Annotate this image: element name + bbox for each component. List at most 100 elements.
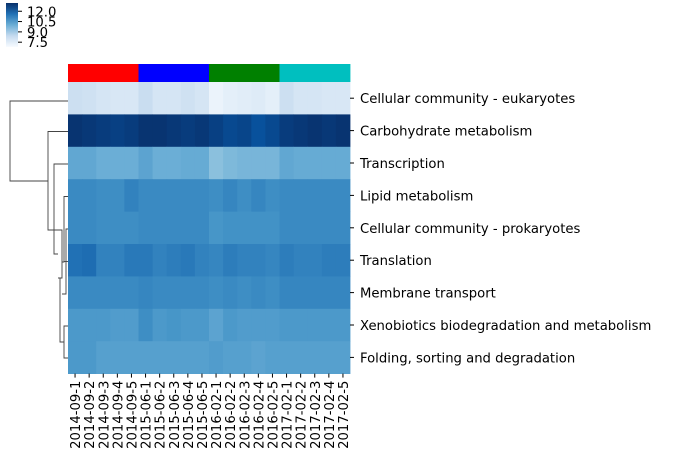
heatmap-cell bbox=[110, 341, 125, 374]
row-label: Cellular community - prokaryotes bbox=[360, 222, 581, 237]
column-group-segment bbox=[279, 64, 351, 82]
heatmap-cell bbox=[321, 211, 337, 245]
heatmap-cell bbox=[96, 341, 111, 374]
column-label: 2014-09-1 bbox=[69, 381, 84, 449]
column-label: 2015-06-4 bbox=[182, 381, 197, 449]
column-label: 2016-02-3 bbox=[238, 381, 253, 449]
row-label: Translation bbox=[359, 254, 432, 269]
heatmap-cell bbox=[321, 341, 337, 374]
heatmap-cell bbox=[180, 276, 196, 310]
heatmap-cell bbox=[335, 179, 351, 212]
heatmap-cell bbox=[152, 82, 168, 115]
heatmap-cell bbox=[223, 82, 238, 115]
heatmap-cell bbox=[209, 179, 224, 212]
heatmap-cell bbox=[279, 341, 294, 374]
column-label: 2016-02-5 bbox=[266, 381, 281, 449]
heatmap-cell bbox=[152, 308, 168, 342]
heatmap-cell bbox=[223, 244, 238, 277]
column-label: 2014-09-2 bbox=[83, 381, 98, 449]
heatmap-cell bbox=[307, 211, 323, 245]
heatmap-cell bbox=[265, 179, 280, 212]
heatmap-cell bbox=[265, 276, 280, 310]
heatmap-cell bbox=[110, 179, 125, 212]
heatmap-cell bbox=[237, 179, 252, 212]
heatmap-cell bbox=[96, 114, 111, 148]
heatmap-cell bbox=[194, 308, 210, 342]
heatmap-cell bbox=[237, 341, 252, 374]
row-label: Membrane transport bbox=[360, 287, 496, 302]
heatmap-cell bbox=[152, 211, 168, 245]
heatmap-cell bbox=[82, 276, 97, 310]
column-label: 2016-02-2 bbox=[224, 381, 239, 449]
column-group-bar bbox=[68, 64, 351, 82]
heatmap-cell bbox=[223, 211, 238, 245]
column-label: 2017-02-1 bbox=[281, 381, 296, 449]
heatmap-cell bbox=[251, 179, 266, 212]
row-label: Transcription bbox=[359, 157, 445, 172]
heatmap-cell bbox=[307, 179, 323, 212]
heatmap-cell bbox=[279, 146, 294, 180]
heatmap-cell bbox=[180, 146, 196, 180]
column-label: 2014-09-3 bbox=[97, 381, 112, 449]
heatmap-cell bbox=[251, 114, 266, 148]
heatmap-cell bbox=[180, 211, 196, 245]
heatmap-cell bbox=[237, 308, 252, 342]
heatmap-cell bbox=[82, 146, 97, 180]
heatmap-cell bbox=[124, 146, 139, 180]
heatmap-cell bbox=[110, 114, 125, 148]
heatmap-cell bbox=[335, 276, 351, 310]
heatmap-cell bbox=[82, 179, 97, 212]
heatmap-cell bbox=[321, 114, 337, 148]
column-label: 2016-02-1 bbox=[210, 381, 225, 449]
heatmap-cell bbox=[237, 82, 252, 115]
heatmap-cell bbox=[335, 308, 351, 342]
heatmap-cell bbox=[180, 341, 196, 374]
heatmap-cell bbox=[110, 82, 125, 115]
heatmap-cell bbox=[68, 82, 83, 115]
heatmap-cell bbox=[124, 308, 139, 342]
heatmap-cell bbox=[335, 82, 351, 115]
column-label: 2014-09-5 bbox=[125, 381, 140, 449]
heatmap-cell bbox=[166, 114, 182, 148]
heatmap-cell bbox=[68, 179, 83, 212]
heatmap-cell bbox=[307, 341, 323, 374]
heatmap-cell bbox=[124, 179, 139, 212]
heatmap-cell bbox=[279, 276, 294, 310]
colorbar-tick-label: 12.0 bbox=[27, 5, 56, 20]
heatmap-cell bbox=[194, 211, 210, 245]
heatmap-cell bbox=[138, 341, 153, 374]
row-dendrogram bbox=[9, 100, 68, 359]
heatmap-cell bbox=[293, 341, 309, 374]
dendrogram-link-lower bbox=[59, 277, 64, 343]
heatmap-cell bbox=[138, 211, 153, 245]
heatmap-cell bbox=[110, 211, 125, 245]
heatmap-cell bbox=[194, 276, 210, 310]
heatmap-cell bbox=[110, 244, 125, 277]
heatmap-cell bbox=[82, 114, 97, 148]
heatmap-cell bbox=[265, 82, 280, 115]
heatmap-cell bbox=[293, 308, 309, 342]
heatmap-cell bbox=[265, 146, 280, 180]
heatmap-cell bbox=[321, 244, 337, 277]
heatmap-cell bbox=[307, 114, 323, 148]
heatmap-cell bbox=[293, 276, 309, 310]
heatmap-cell bbox=[223, 179, 238, 212]
heatmap-cell bbox=[152, 179, 168, 212]
heatmap-cell bbox=[124, 211, 139, 245]
heatmap-cell bbox=[180, 114, 196, 148]
heatmap-cell bbox=[152, 244, 168, 277]
heatmap-cell bbox=[82, 244, 97, 277]
dendrogram-link-main bbox=[47, 131, 68, 231]
heatmap-cell bbox=[223, 146, 238, 180]
heatmap-cell bbox=[209, 146, 224, 180]
heatmap-cell bbox=[209, 244, 224, 277]
colorbar-tick-label: 9.0 bbox=[27, 26, 48, 41]
heatmap-cell bbox=[138, 179, 153, 212]
heatmap-cell bbox=[335, 341, 351, 374]
heatmap-cell bbox=[138, 308, 153, 342]
heatmap-cell bbox=[251, 146, 266, 180]
heatmap-cell bbox=[194, 146, 210, 180]
heatmap-cell bbox=[68, 308, 83, 342]
heatmap-cell bbox=[180, 244, 196, 277]
